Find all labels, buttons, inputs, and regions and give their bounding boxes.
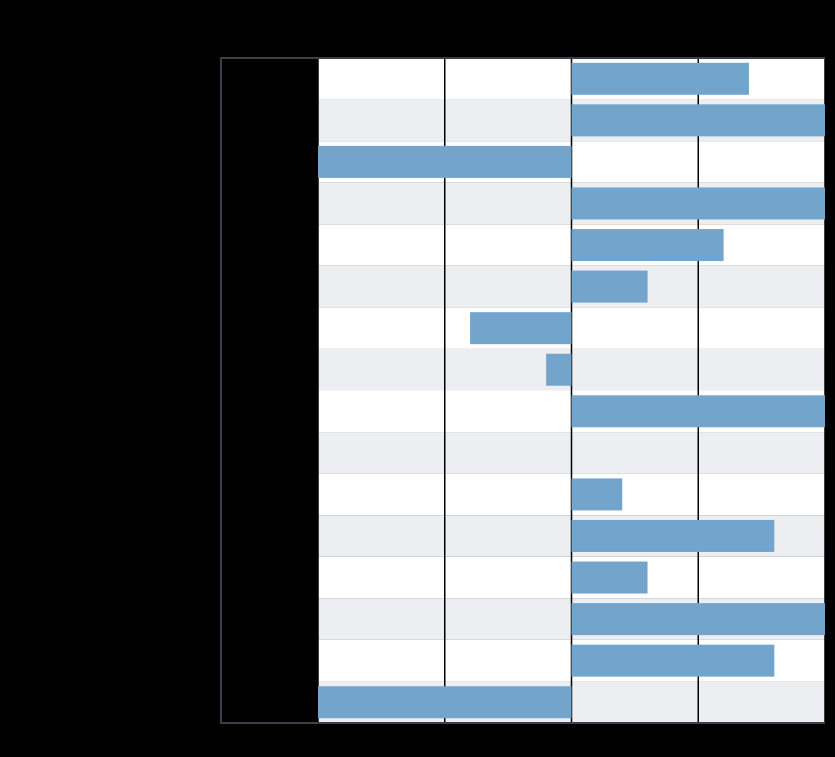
bar (571, 187, 825, 220)
bar (571, 603, 825, 636)
bar (470, 312, 572, 345)
bar (571, 62, 749, 95)
bar (571, 519, 775, 552)
bar (571, 270, 648, 303)
bar (571, 104, 825, 137)
bar (571, 561, 648, 594)
bar (571, 478, 623, 511)
bar (571, 644, 775, 677)
bar (318, 145, 572, 178)
plot-frame (220, 57, 825, 724)
bar (571, 395, 825, 428)
bar (546, 353, 572, 386)
bar (318, 686, 572, 719)
bar (571, 229, 724, 262)
